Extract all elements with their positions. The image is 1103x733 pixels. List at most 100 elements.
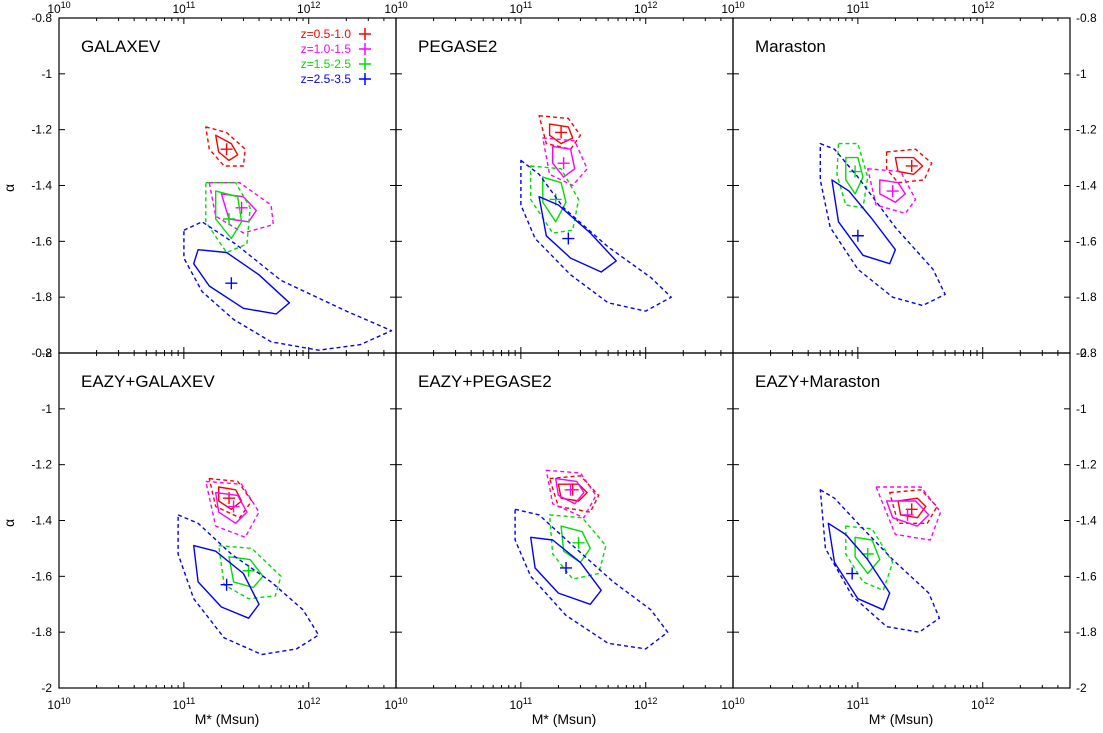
contour-z-0-5-1-0-outer bbox=[538, 115, 582, 150]
best-fit-marker bbox=[572, 536, 585, 549]
contour-z-2-5-3-5-outer bbox=[819, 142, 946, 307]
y-tick-label: -1.4 bbox=[31, 514, 52, 528]
contour-z-1-0-1-5-outer bbox=[545, 469, 597, 519]
y-tick-label: -1.4 bbox=[1076, 514, 1097, 528]
y-tick-label: -1.8 bbox=[31, 290, 52, 304]
contour-z-2-5-3-5-inner bbox=[193, 249, 291, 315]
contour-z-0-5-1-0-outer bbox=[885, 148, 933, 184]
best-fit-marker bbox=[861, 548, 874, 560]
panel-eazy-galaxev: EAZY+GALAXEV bbox=[58, 352, 397, 689]
best-fit-marker bbox=[905, 159, 918, 172]
y-tick-label: -1.2 bbox=[1076, 123, 1097, 137]
y-axis-label: α bbox=[1, 184, 17, 192]
contour-z-1-5-2-5-outer bbox=[205, 182, 251, 254]
contour-z-1-0-1-5-inner bbox=[552, 145, 576, 178]
contour-z-1-0-1-5-inner bbox=[555, 477, 585, 505]
contour-z-2-5-3-5-inner bbox=[193, 544, 260, 619]
contour-z-1-0-1-5-outer bbox=[867, 168, 917, 215]
y-tick-label: -0.8 bbox=[1076, 11, 1097, 25]
best-fit-marker bbox=[220, 143, 233, 156]
x-tick-label-bottom: 1012 bbox=[634, 696, 657, 712]
panel-maraston: Maraston bbox=[732, 17, 1071, 354]
contour-z-1-0-1-5-outer bbox=[542, 137, 588, 187]
y-tick-label: -1.8 bbox=[1076, 625, 1097, 639]
panel-title: EAZY+GALAXEV bbox=[81, 372, 215, 391]
best-fit-marker bbox=[562, 232, 575, 245]
contour-z-1-5-2-5-inner bbox=[560, 525, 591, 564]
legend-marker bbox=[359, 28, 371, 40]
y-tick-label: -1.4 bbox=[1076, 179, 1097, 193]
best-fit-marker bbox=[901, 508, 914, 521]
contour-z-2-5-3-5-outer bbox=[514, 508, 669, 650]
contour-z-2-5-3-5-inner bbox=[827, 522, 891, 611]
x-tick-label-top: 1012 bbox=[634, 0, 657, 16]
panel-eazy-pegase2: EAZY+PEGASE2 bbox=[395, 352, 734, 689]
y-tick-label: -1.8 bbox=[31, 625, 52, 639]
best-fit-marker bbox=[846, 567, 859, 580]
best-fit-marker bbox=[560, 561, 573, 574]
best-fit-marker bbox=[223, 213, 236, 225]
y-tick-label: -0.8 bbox=[1076, 346, 1097, 360]
x-tick-label-bottom: 1012 bbox=[971, 696, 994, 712]
y-axis-label: α bbox=[1, 519, 17, 527]
contour-z-1-5-2-5-outer bbox=[548, 514, 607, 580]
panel-title: Maraston bbox=[755, 37, 826, 56]
y-tick-label: -0.8 bbox=[31, 11, 52, 25]
best-fit-marker bbox=[557, 157, 570, 170]
y-tick-label: -1 bbox=[1076, 402, 1087, 416]
x-tick-label-top: 1010 bbox=[47, 0, 70, 16]
y-tick-label: -1.4 bbox=[31, 179, 52, 193]
legend-label: z=2.5-3.5 bbox=[301, 72, 352, 86]
x-tick-label-bottom: 1011 bbox=[847, 696, 870, 712]
panel-frame bbox=[732, 17, 1071, 354]
panel-title: EAZY+PEGASE2 bbox=[418, 372, 552, 391]
contour-z-2-5-3-5-inner bbox=[538, 196, 617, 273]
x-tick-label-bottom: 1010 bbox=[47, 696, 70, 712]
contour-z-1-5-2-5-inner bbox=[215, 190, 243, 240]
x-tick-label-bottom: 1012 bbox=[297, 696, 320, 712]
y-tick-label: -2 bbox=[1076, 346, 1087, 360]
best-fit-marker bbox=[555, 126, 568, 139]
best-fit-marker bbox=[225, 277, 238, 290]
panel-title: PEGASE2 bbox=[418, 37, 497, 56]
legend-marker bbox=[359, 58, 371, 70]
best-fit-marker bbox=[886, 185, 899, 198]
x-axis-label: M* (Msun) bbox=[869, 711, 934, 727]
y-tick-label: -1 bbox=[41, 67, 52, 81]
y-tick-label: -2 bbox=[1076, 681, 1087, 695]
y-tick-label: -1.8 bbox=[1076, 290, 1097, 304]
x-tick-label-top: 1010 bbox=[721, 0, 744, 16]
x-tick-label-top: 1012 bbox=[971, 0, 994, 16]
x-axis-label: M* (Msun) bbox=[532, 711, 597, 727]
x-axis-label: M* (Msun) bbox=[195, 711, 260, 727]
contour-z-0-5-1-0-outer bbox=[208, 477, 253, 519]
y-tick-label: -2 bbox=[41, 681, 52, 695]
contour-z-1-0-1-5-outer bbox=[208, 182, 274, 234]
contour-z-1-5-2-5-outer bbox=[218, 544, 282, 600]
panel-eazy-maraston: EAZY+Maraston bbox=[732, 352, 1071, 689]
legend-label: z=1.0-1.5 bbox=[301, 42, 352, 56]
y-tick-label: -1.2 bbox=[1076, 458, 1097, 472]
contour-z-1-5-2-5-inner bbox=[845, 156, 864, 195]
y-tick-label: -1 bbox=[41, 402, 52, 416]
contour-z-1-0-1-5-outer bbox=[205, 480, 260, 538]
contour-z-2-5-3-5-outer bbox=[520, 159, 672, 312]
y-tick-label: -1.6 bbox=[1076, 569, 1097, 583]
best-fit-marker bbox=[564, 483, 577, 496]
x-tick-label-top: 1011 bbox=[510, 0, 533, 16]
contour-z-1-0-1-5-inner bbox=[215, 491, 248, 524]
contour-z-2-5-3-5-outer bbox=[183, 221, 393, 351]
y-tick-label: -1.6 bbox=[1076, 234, 1097, 248]
panel-frame bbox=[58, 352, 397, 689]
panel-title: EAZY+Maraston bbox=[755, 372, 880, 391]
x-tick-label-top: 1011 bbox=[847, 0, 870, 16]
contour-z-1-5-2-5-outer bbox=[845, 525, 894, 591]
y-tick-label: -1 bbox=[1076, 67, 1087, 81]
x-tick-label-top: 1012 bbox=[297, 0, 320, 16]
x-tick-label-bottom: 1010 bbox=[721, 696, 744, 712]
panel-frame bbox=[395, 352, 734, 689]
best-fit-marker bbox=[851, 229, 864, 242]
contour-z-0-5-1-0-outer bbox=[889, 489, 938, 524]
contour-z-1-0-1-5-inner bbox=[885, 500, 930, 527]
